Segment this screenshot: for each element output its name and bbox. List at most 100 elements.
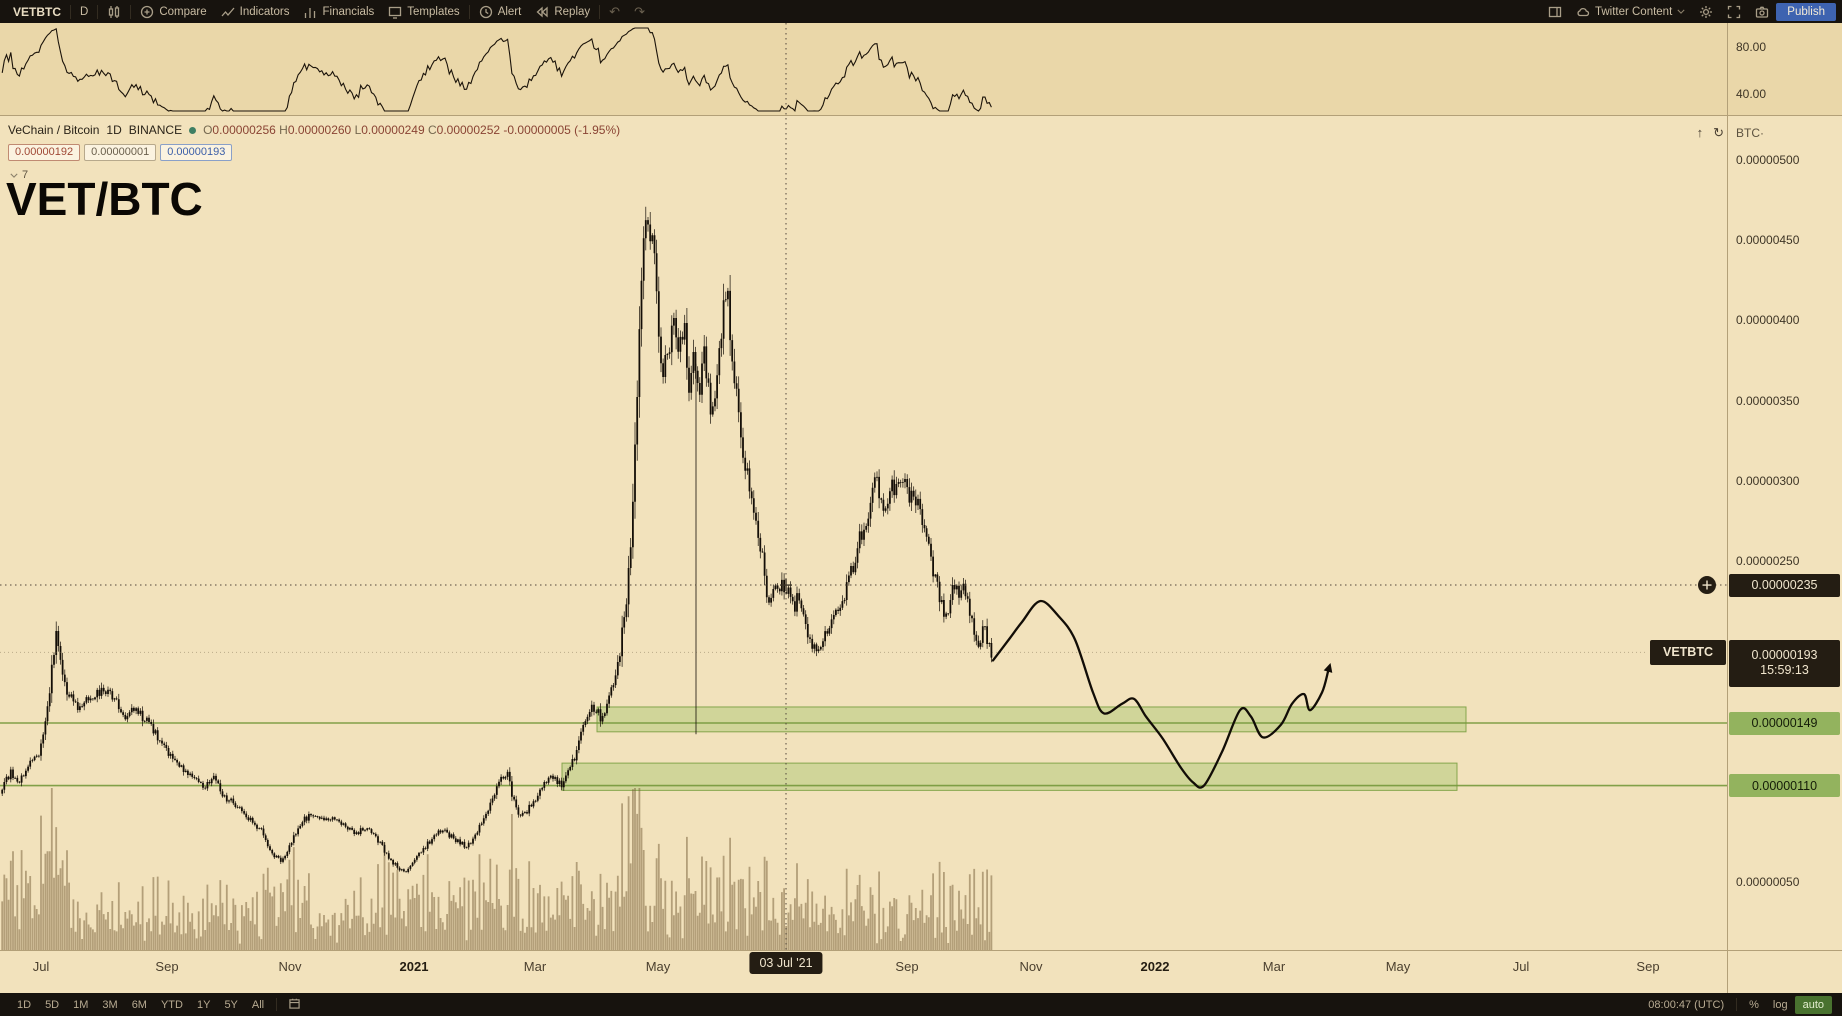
- time-tick: 2021: [399, 959, 429, 974]
- support-level-badge-1: 0.00000149: [1729, 711, 1840, 735]
- interval-label: D: [80, 5, 89, 18]
- toolbar-divider: [97, 4, 99, 19]
- chevron-down-icon: [10, 173, 18, 178]
- fullscreen-button[interactable]: [1720, 0, 1748, 23]
- publish-label: Publish: [1787, 5, 1825, 18]
- range-button-3m[interactable]: 3M: [102, 998, 118, 1011]
- alert-button[interactable]: Alert: [472, 0, 529, 23]
- time-tick: Mar: [523, 959, 547, 974]
- range-button-1d[interactable]: 1D: [17, 998, 32, 1011]
- reset-chart-icon[interactable]: ↻: [1713, 125, 1724, 140]
- toolbar-divider: [599, 4, 601, 19]
- indicators-button[interactable]: Indicators: [214, 0, 297, 23]
- scale-button-log[interactable]: log: [1772, 998, 1788, 1011]
- projection-path: [991, 599, 1330, 789]
- templates-button[interactable]: Templates: [381, 0, 466, 23]
- ohlc-value: 0.00000260: [287, 123, 355, 137]
- symbol-button[interactable]: VETBTC: [6, 0, 68, 23]
- redo-icon: ↷: [634, 3, 645, 19]
- settings-button[interactable]: [1692, 0, 1720, 23]
- ohlc-key: O: [203, 123, 213, 137]
- undo-button[interactable]: ↶: [602, 0, 627, 23]
- chart-style-button[interactable]: [100, 0, 128, 23]
- time-tick: May: [645, 959, 671, 974]
- crosshair-price-badge: 0.00000235: [1729, 573, 1840, 597]
- ohlc-value: 0.00000252: [436, 123, 504, 137]
- undo-icon: ↶: [609, 3, 621, 19]
- price-tick: 0.00000300: [1736, 473, 1800, 488]
- time-tick: Nov: [278, 959, 302, 974]
- price-axis-separator: [1727, 23, 1728, 993]
- clock[interactable]: 08:00:47 (UTC): [1648, 998, 1725, 1011]
- scroll-to-recent-icon[interactable]: ↑: [1696, 125, 1704, 140]
- cloud-icon: [1577, 7, 1590, 16]
- price-axis-unit: BTC·: [1736, 126, 1764, 140]
- chart-canvas[interactable]: [0, 23, 1842, 993]
- range-button-1m[interactable]: 1M: [73, 998, 89, 1011]
- toolbar-divider: [130, 4, 132, 19]
- price-tick: 0.00000050: [1736, 874, 1800, 889]
- indicators-label: Indicators: [239, 5, 290, 18]
- price-label-pill[interactable]: 0.00000193: [160, 144, 233, 161]
- last-price-value: 0.00000193: [1751, 648, 1818, 663]
- range-button-ytd[interactable]: YTD: [160, 998, 183, 1011]
- time-tick: Mar: [1262, 959, 1286, 974]
- top-toolbar: VETBTC D Compare Indicators: [0, 0, 1842, 23]
- panel-layout-button[interactable]: [1541, 0, 1569, 23]
- range-button-6m[interactable]: 6M: [131, 998, 147, 1011]
- templates-icon: [389, 6, 402, 19]
- toolbar-divider: [1736, 998, 1738, 1011]
- replay-icon: [536, 6, 548, 17]
- scale-button-auto[interactable]: auto: [1794, 995, 1832, 1014]
- replay-label: Replay: [554, 5, 591, 18]
- range-button-5y[interactable]: 5Y: [224, 998, 238, 1011]
- go-to-date-button[interactable]: [282, 998, 307, 1012]
- volume-bars: [1, 788, 993, 950]
- ohlc-key: H: [279, 123, 288, 137]
- replay-button[interactable]: Replay: [528, 0, 597, 23]
- financials-button[interactable]: Financials: [296, 0, 381, 23]
- layout-selector[interactable]: Twitter Content: [1569, 0, 1692, 23]
- price-tick: 0.00000450: [1736, 233, 1800, 248]
- range-button-1y[interactable]: 1Y: [196, 998, 211, 1011]
- panel-layout-icon: [1548, 6, 1562, 17]
- fullscreen-icon: [1728, 5, 1741, 18]
- support-zone: [596, 706, 1467, 733]
- time-axis-separator: [0, 950, 1842, 951]
- price-tick: 0.00000250: [1736, 554, 1800, 568]
- chart-area[interactable]: VeChain / Bitcoin 1D BINANCE O0.00000256…: [0, 23, 1842, 993]
- toolbar-divider: [276, 998, 278, 1011]
- range-button-all[interactable]: All: [251, 998, 265, 1011]
- alert-label: Alert: [497, 5, 522, 18]
- gear-icon: [1700, 5, 1713, 18]
- range-button-5d[interactable]: 5D: [45, 998, 60, 1011]
- last-price-badge: 0.00000193 15:59:13: [1729, 639, 1840, 687]
- time-tick: May: [1385, 959, 1411, 974]
- add-alert-button[interactable]: [1698, 576, 1716, 595]
- templates-label: Templates: [407, 5, 460, 18]
- price-label-pill[interactable]: 0.00000192: [8, 144, 81, 161]
- compare-button[interactable]: Compare: [133, 0, 213, 23]
- publish-button[interactable]: Publish: [1776, 2, 1836, 21]
- price-label-pill[interactable]: 0.00000001: [84, 144, 157, 161]
- bottom-toolbar: 1D 5D 1M 3M 6M YTD 1Y 5Y All 08:00:47 (UTC) % log…: [0, 993, 1842, 1016]
- collapsed-indicators[interactable]: 7: [10, 169, 28, 181]
- interval-button[interactable]: D: [73, 0, 95, 23]
- pane-quick-buttons[interactable]: ↑ ↻: [1697, 125, 1724, 141]
- calendar-icon: [289, 998, 300, 1009]
- time-tick: Sep: [155, 959, 179, 974]
- date-range-buttons: 1D 5D 1M 3M 6M YTD 1Y 5Y All: [10, 999, 271, 1011]
- redo-button[interactable]: ↷: [627, 0, 652, 23]
- snapshot-button[interactable]: [1748, 0, 1776, 23]
- candle-bodies: [1, 220, 993, 873]
- chart-legend[interactable]: VeChain / Bitcoin 1D BINANCE O0.00000256…: [8, 123, 620, 137]
- camera-icon: [1756, 6, 1769, 18]
- bar-countdown: 15:59:13: [1760, 663, 1809, 678]
- legend-interval: 1D: [106, 123, 122, 137]
- pane-separator[interactable]: [0, 115, 1842, 116]
- scale-button-%[interactable]: %: [1749, 998, 1759, 1011]
- symbol-label: VETBTC: [13, 4, 61, 19]
- ohlc-key: C: [427, 123, 437, 137]
- ohlc-key: L: [354, 123, 362, 137]
- crosshair-center: [780, 579, 792, 592]
